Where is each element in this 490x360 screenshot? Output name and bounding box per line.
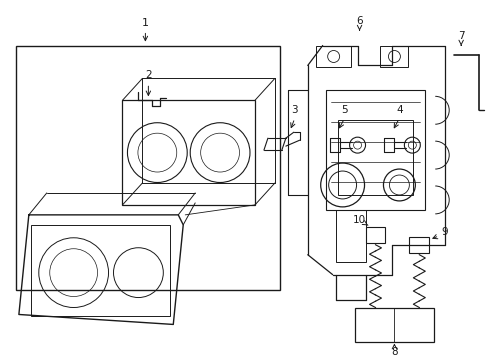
Text: 8: 8 xyxy=(391,347,398,357)
Bar xyxy=(16,45,280,289)
Bar xyxy=(338,120,414,195)
Bar xyxy=(336,210,366,262)
Text: 7: 7 xyxy=(458,31,465,41)
Bar xyxy=(31,225,171,316)
Bar xyxy=(366,227,386,243)
Text: 10: 10 xyxy=(353,215,366,225)
Text: 5: 5 xyxy=(342,105,348,115)
Text: 1: 1 xyxy=(142,18,149,28)
Bar xyxy=(122,100,255,205)
Text: 2: 2 xyxy=(145,71,152,80)
Text: 3: 3 xyxy=(292,105,298,115)
Bar xyxy=(380,45,408,67)
Bar xyxy=(316,45,350,67)
Text: 6: 6 xyxy=(356,15,363,26)
Text: 9: 9 xyxy=(441,227,447,237)
Bar xyxy=(355,307,434,342)
Text: 4: 4 xyxy=(396,105,403,115)
Bar xyxy=(326,90,425,210)
Bar xyxy=(409,237,429,253)
